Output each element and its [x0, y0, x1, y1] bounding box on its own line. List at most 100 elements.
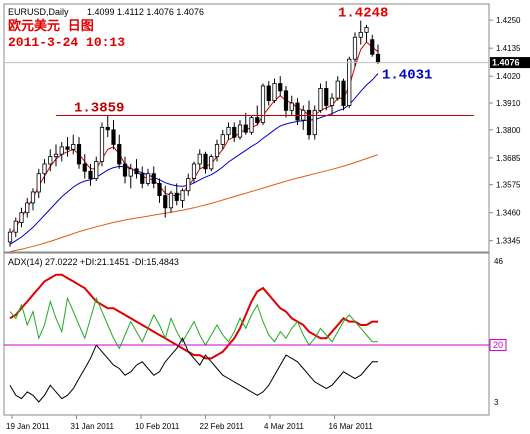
candle: [13, 217, 18, 238]
candle: [140, 166, 145, 189]
candle-body-bear: [117, 144, 122, 165]
candlesticks: [7, 20, 381, 247]
candle: [122, 156, 128, 184]
candle: [99, 122, 105, 167]
price-y-axis: 1.4250 1.4135 1.4020 1.3910 1.3800 1.3685 1.35…: [489, 16, 521, 246]
time-tick-label: 4 Mar 2011: [264, 422, 304, 431]
price-tick-label: 1.3460: [496, 209, 521, 218]
candle-body-bull: [59, 146, 64, 155]
candle-body-bear: [163, 195, 168, 209]
candle: [7, 228, 13, 247]
candle-body-bear: [157, 183, 162, 197]
current-price-value: 1.4076: [492, 58, 520, 68]
candle-body-bull: [30, 191, 36, 204]
candle: [134, 159, 139, 179]
candle: [272, 78, 277, 104]
candle: [48, 149, 53, 172]
candle-body-bull: [329, 97, 335, 106]
candle: [324, 81, 329, 111]
overlay-title: 欧元美元 日图: [8, 18, 94, 34]
candle: [145, 168, 151, 186]
adx-tick-label: 3: [494, 398, 499, 407]
candle-body-bull: [7, 231, 13, 243]
candle-body-bull: [128, 168, 133, 177]
candle-body-bull: [249, 117, 254, 133]
candle: [249, 115, 254, 135]
candle: [76, 137, 82, 169]
price-tick-label: 1.3345: [496, 237, 521, 246]
candle: [42, 159, 47, 184]
candle: [88, 163, 93, 186]
adx-level-value: 20: [493, 340, 503, 350]
candle: [174, 183, 179, 206]
candle-body-bull: [94, 161, 99, 179]
candle-body-bull: [145, 173, 151, 184]
candle-body-bull: [312, 109, 317, 136]
candle-body-bear: [76, 144, 82, 165]
price-tick-label: 1.4020: [496, 72, 521, 81]
candle: [105, 115, 110, 138]
candle-body-bear: [82, 163, 87, 172]
candle: [347, 56, 352, 108]
candle-body-bull: [289, 102, 294, 111]
candle-body-bull: [197, 153, 202, 165]
candle: [25, 198, 30, 218]
candle: [94, 156, 99, 181]
candle: [335, 76, 340, 101]
candle: [19, 207, 24, 228]
candle: [341, 78, 346, 111]
candle-body-bull: [186, 178, 191, 192]
price-annotation-high: 1.4248: [338, 6, 388, 22]
adx-lines: [9, 273, 378, 403]
candle-body-bull: [99, 126, 105, 162]
candle: [186, 173, 191, 196]
candle: [283, 85, 289, 118]
candle-body-bear: [306, 109, 312, 136]
candle-body-bear: [324, 88, 329, 106]
candle-body-bear: [232, 126, 237, 138]
candle: [214, 139, 220, 162]
candle: [30, 188, 36, 211]
candle: [168, 190, 174, 213]
candle: [128, 163, 133, 189]
candle: [364, 25, 369, 43]
candle-body-bear: [122, 163, 128, 177]
candle: [358, 20, 363, 45]
candle: [65, 137, 70, 157]
candle: [306, 100, 312, 140]
candle-body-bull: [347, 58, 352, 106]
time-tick-label: 10 Feb 2011: [135, 422, 180, 431]
candle-body-bull: [53, 153, 59, 158]
candle: [151, 166, 156, 189]
candle-body-bull: [209, 156, 214, 170]
candle: [352, 32, 358, 67]
candle-body-bull: [358, 31, 363, 38]
adx-line: [9, 273, 378, 360]
ma-slow-line: [9, 154, 379, 253]
candle-body-bull: [352, 36, 358, 60]
symbol-label: EURUSD,Daily: [8, 7, 69, 17]
candle: [295, 98, 300, 125]
candle-body-bear: [65, 146, 70, 150]
price-tick-label: 1.4135: [496, 44, 521, 53]
time-axis: 19 Jan 2011 31 Jan 2011 10 Feb 2011 22 Feb …: [6, 415, 373, 431]
candle-body-bull: [260, 85, 266, 123]
candle: [197, 149, 202, 169]
time-tick-label: 19 Jan 2011: [6, 422, 50, 431]
candle-body-bear: [295, 102, 300, 121]
adx-tick-label: 46: [494, 257, 503, 266]
candle: [82, 154, 87, 179]
candle: [117, 134, 122, 169]
candle-body-bull: [335, 80, 340, 99]
candle-body-bear: [375, 53, 381, 63]
candle: [226, 122, 231, 140]
candle: [180, 188, 185, 208]
candle-body-bull: [36, 173, 41, 193]
indicator-panel-frame: [3, 252, 490, 416]
candle: [289, 95, 294, 116]
candle: [59, 142, 64, 162]
overlay-date: 2011-3-24 10:13: [8, 35, 125, 50]
candle-body-bear: [111, 129, 116, 145]
candle-body-bear: [140, 173, 145, 184]
